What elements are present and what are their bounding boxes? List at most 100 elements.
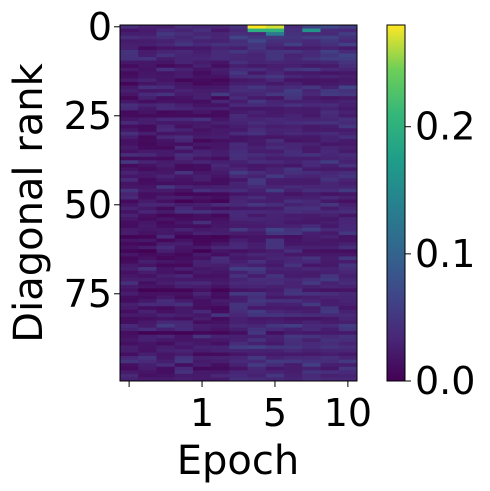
heatmap-cell [338, 146, 358, 150]
heatmap-cell [229, 106, 249, 111]
heatmap-cell [265, 220, 285, 225]
heatmap-cell [229, 281, 249, 286]
heatmap-cell [320, 377, 340, 382]
heatmap-cell [284, 32, 303, 37]
heatmap-cell [174, 174, 194, 179]
colorbar [386, 24, 406, 382]
heatmap-cell [120, 74, 139, 79]
heatmap-cell [192, 85, 212, 90]
heatmap-cell [320, 114, 340, 118]
heatmap-cell [229, 181, 249, 186]
heatmap-cell [265, 178, 285, 183]
heatmap-cell [138, 274, 157, 279]
heatmap-cell [229, 124, 249, 129]
heatmap-cell [138, 227, 157, 232]
heatmap-cell [120, 103, 139, 108]
heatmap-cell [229, 217, 249, 222]
heatmap-cell [247, 32, 267, 37]
heatmap-cell [174, 231, 194, 236]
heatmap-cell [174, 64, 194, 69]
heatmap-cell [338, 206, 358, 211]
heatmap-cell [338, 227, 358, 232]
heatmap-cell [302, 256, 321, 261]
heatmap-cell [320, 356, 340, 361]
heatmap-cell [174, 188, 194, 193]
heatmap-cell [320, 99, 340, 104]
heatmap-cell [229, 363, 249, 368]
heatmap-cell [156, 370, 176, 375]
heatmap-cell [138, 128, 157, 133]
heatmap-cell [265, 252, 285, 257]
heatmap-cell [284, 160, 303, 165]
heatmap-cell [120, 341, 139, 346]
heatmap-cell [138, 170, 157, 175]
heatmap-cell [284, 110, 303, 115]
heatmap-cell [156, 110, 176, 115]
heatmap-cell [247, 309, 267, 314]
heatmap-cell [302, 309, 321, 314]
heatmap-cell [120, 373, 139, 378]
heatmap-cell [338, 117, 358, 122]
heatmap-cell [211, 306, 230, 311]
heatmap-cell [156, 324, 176, 328]
heatmap-cell [174, 39, 194, 44]
heatmap-cell [156, 92, 176, 97]
heatmap-cell [211, 181, 230, 186]
heatmap-cell [192, 28, 212, 33]
heatmap-cell [192, 281, 212, 286]
heatmap-cell [211, 35, 230, 40]
heatmap-cell [265, 142, 285, 147]
heatmap-cell [247, 313, 267, 318]
heatmap-cell [229, 42, 249, 47]
heatmap-cell [156, 153, 176, 158]
heatmap-cell [320, 96, 340, 101]
heatmap-cell [302, 263, 321, 268]
heatmap-cell [320, 67, 340, 72]
heatmap-cell [120, 309, 139, 314]
heatmap-cell [192, 103, 212, 108]
heatmap-cell [247, 277, 267, 282]
heatmap-cell [192, 106, 212, 111]
heatmap-cell [265, 259, 285, 264]
heatmap-cell [247, 114, 267, 118]
heatmap-cell [120, 156, 139, 161]
heatmap-cell [138, 238, 157, 243]
heatmap-cell [192, 174, 212, 179]
heatmap-cell [138, 195, 157, 200]
heatmap-cell [338, 160, 358, 165]
heatmap-cell [229, 85, 249, 90]
heatmap-cell [174, 366, 194, 371]
heatmap-cell [120, 138, 139, 143]
heatmap-cell [284, 327, 303, 332]
heatmap-cell [338, 341, 358, 346]
heatmap-cell [229, 78, 249, 83]
heatmap-cell [229, 57, 249, 61]
heatmap-cell [174, 85, 194, 90]
heatmap-cell [138, 206, 157, 211]
heatmap-cell [138, 217, 157, 222]
heatmap-cell [229, 64, 249, 69]
heatmap-cell [211, 124, 230, 129]
heatmap-cell [174, 217, 194, 222]
heatmap-cell [338, 71, 358, 76]
heatmap-cell [156, 39, 176, 44]
heatmap-cell [229, 206, 249, 211]
heatmap-cell [174, 78, 194, 83]
heatmap-cell [284, 306, 303, 311]
heatmap-cell [302, 138, 321, 143]
heatmap-cell [120, 270, 139, 275]
heatmap-cell [265, 181, 285, 186]
heatmap-cell [284, 341, 303, 346]
heatmap-cell [192, 224, 212, 229]
heatmap-cell [211, 131, 230, 136]
heatmap-cell [265, 135, 285, 140]
heatmap-cell [156, 174, 176, 179]
heatmap-cell [229, 60, 249, 65]
heatmap-cell [211, 74, 230, 79]
heatmap-cell [192, 373, 212, 378]
heatmap-cell [338, 345, 358, 350]
heatmap-cell [192, 245, 212, 250]
heatmap-cell [265, 313, 285, 318]
heatmap-cell [138, 345, 157, 350]
heatmap-cell [138, 373, 157, 378]
